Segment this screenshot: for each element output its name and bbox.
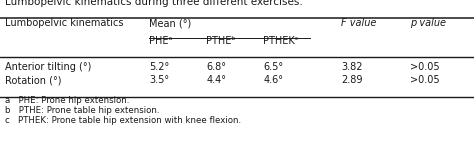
Text: PTHEKᶜ: PTHEKᶜ (263, 36, 299, 46)
Text: PHEᵃ: PHEᵃ (149, 36, 173, 46)
Text: 4.4°: 4.4° (206, 75, 226, 85)
Text: F value: F value (341, 18, 377, 28)
Text: Lumbopelvic kinematics during three different exercises.: Lumbopelvic kinematics during three diff… (5, 0, 302, 7)
Text: PTHEᵇ: PTHEᵇ (206, 36, 236, 46)
Text: 6.8°: 6.8° (206, 62, 226, 72)
Text: Anterior tilting (°): Anterior tilting (°) (5, 62, 91, 72)
Text: 5.2°: 5.2° (149, 62, 170, 72)
Text: 6.5°: 6.5° (263, 62, 283, 72)
Text: >0.05: >0.05 (410, 75, 439, 85)
Text: 2.89: 2.89 (341, 75, 363, 85)
Text: 3.82: 3.82 (341, 62, 363, 72)
Text: b   PTHE: Prone table hip extension.: b PTHE: Prone table hip extension. (5, 106, 159, 115)
Text: 3.5°: 3.5° (149, 75, 169, 85)
Text: Mean (°): Mean (°) (149, 18, 191, 28)
Text: Rotation (°): Rotation (°) (5, 75, 61, 85)
Text: 4.6°: 4.6° (263, 75, 283, 85)
Text: p value: p value (410, 18, 446, 28)
Text: Lumbopelvic kinematics: Lumbopelvic kinematics (5, 18, 123, 28)
Text: c   PTHEK: Prone table hip extension with knee flexion.: c PTHEK: Prone table hip extension with … (5, 116, 241, 125)
Text: a   PHE: Prone hip extension.: a PHE: Prone hip extension. (5, 96, 129, 105)
Text: >0.05: >0.05 (410, 62, 439, 72)
